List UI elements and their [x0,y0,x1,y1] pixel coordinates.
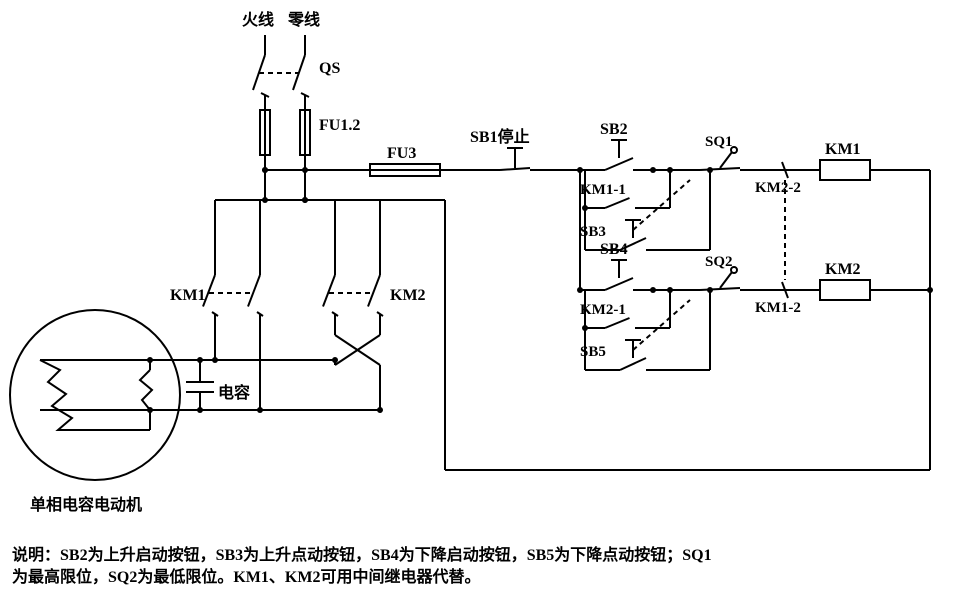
label-qs: QS [319,60,340,77]
label-km2-contact: KM2 [390,287,426,304]
label-sq2: SQ2 [705,254,733,270]
label-sb3: SB3 [580,224,606,240]
label-sq1: SQ1 [705,134,733,150]
label-sb1: SB1停止 [470,127,530,146]
label-km1-1: KM1-1 [580,182,626,198]
label-km2-2: KM2-2 [755,180,801,196]
label-capacitor: 电容 [218,383,250,402]
label-km2-1: KM2-1 [580,302,626,318]
label-fu12: FU1.2 [319,117,360,134]
label-motor: 单相电容电动机 [30,495,142,514]
label-sb4: SB4 [600,241,628,258]
label-neutral: 零线 [287,10,320,29]
label-sb2: SB2 [600,121,628,138]
note-line-1: 说明：SB2为上升启动按钮，SB3为上升点动按钮，SB4为下降启动按钮，SB5为… [12,545,712,564]
label-km1-coil: KM1 [825,141,861,158]
label-km1-contact: KM1 [170,287,206,304]
label-sb5: SB5 [580,344,606,360]
note-line-2: 为最高限位，SQ2为最低限位。KM1、KM2可用中间继电器代替。 [12,567,480,586]
circuit-diagram: 火线零线 QS FU1.2 KM1 KM2 电容单相电容电动机 FU3 SB1停止 SB2 KM1… [0,0,962,609]
label-fu3: FU3 [387,145,416,162]
label-km2-coil: KM2 [825,261,861,278]
label-live: 火线 [242,10,274,29]
label-km1-2: KM1-2 [755,300,801,316]
